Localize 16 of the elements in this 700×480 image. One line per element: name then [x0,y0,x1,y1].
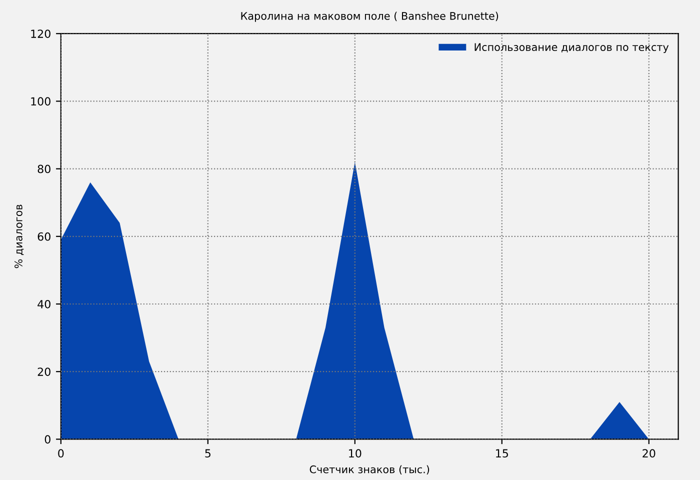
y-tick-label: 60 [38,232,50,241]
y-tick-label: 100 [31,97,50,106]
y-tick-label: 40 [38,300,50,308]
y-axis-title: % диалогов [14,204,24,268]
x-tick-label: 15 [496,449,508,458]
y-tick-label: 80 [38,164,50,174]
x-axis-title: Счетчик знаков (тыс.) [310,465,430,475]
legend-label: Использование диалогов по тексту [474,43,669,54]
y-tick-label: 20 [38,368,50,376]
x-tick-label: 0 [58,449,64,458]
y-tick-label: 120 [31,30,50,38]
y-tick-label: 0 [44,435,50,444]
x-tick-label: 10 [349,449,362,458]
x-tick-label: 5 [205,449,210,458]
x-tick-label: 20 [642,449,656,458]
chart-title: Каролина на маковом поле ( Banshee Brunette) [241,12,498,22]
